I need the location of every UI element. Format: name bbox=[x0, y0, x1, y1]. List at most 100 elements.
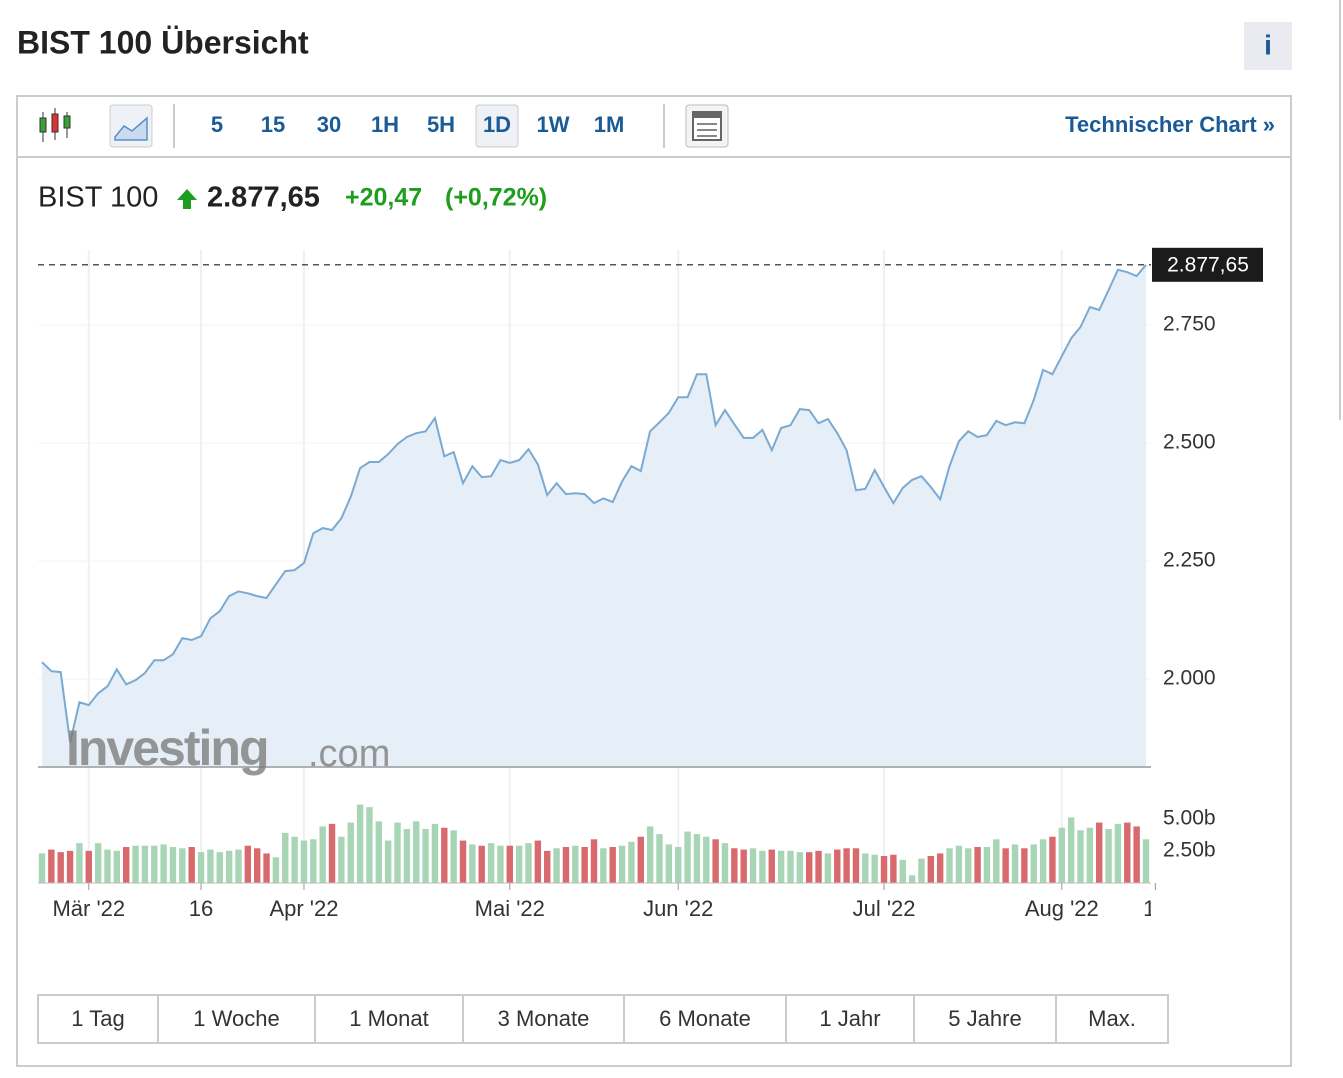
volume-bar bbox=[66, 850, 74, 883]
volume-bar bbox=[94, 843, 102, 883]
volume-bar bbox=[478, 845, 485, 883]
quote-change-pct: (+0,72%) bbox=[445, 184, 547, 212]
candle-body bbox=[51, 113, 59, 133]
volume-bar bbox=[777, 850, 785, 883]
volume-bar bbox=[48, 849, 55, 883]
volume-bar bbox=[1058, 827, 1065, 883]
volume-bar bbox=[936, 853, 944, 883]
volume-bar bbox=[197, 852, 205, 883]
range-button[interactable] bbox=[37, 994, 159, 1044]
volume-bar bbox=[123, 847, 130, 883]
selected-interval bbox=[475, 104, 519, 148]
quote-price: 2.877,65 bbox=[207, 182, 320, 214]
candle-body bbox=[39, 117, 47, 133]
interval-button[interactable]: 1H bbox=[371, 112, 399, 137]
volume-bar bbox=[291, 836, 298, 883]
volume-bar bbox=[459, 840, 467, 883]
volume-bar bbox=[1133, 826, 1140, 883]
volume-bar bbox=[768, 849, 775, 883]
technical-chart-link[interactable]: Technischer Chart » bbox=[1065, 112, 1275, 137]
range-button[interactable] bbox=[1055, 994, 1169, 1044]
volume-bar bbox=[609, 847, 616, 883]
volume-bar bbox=[581, 847, 588, 883]
interval-button[interactable]: 1M bbox=[594, 112, 625, 137]
info-button[interactable] bbox=[1244, 22, 1292, 70]
range-button[interactable] bbox=[462, 994, 625, 1044]
icon-bar bbox=[693, 112, 721, 118]
volume-bar bbox=[805, 852, 813, 883]
volume-bar bbox=[628, 841, 635, 883]
volume-bar bbox=[890, 854, 897, 883]
volume-bar bbox=[927, 856, 935, 883]
volume-bar bbox=[562, 847, 570, 883]
page-title: BIST 100 Übersicht bbox=[17, 24, 309, 60]
volume-bar bbox=[843, 848, 850, 883]
candle-body bbox=[63, 115, 71, 129]
interval-button[interactable]: 1W bbox=[537, 112, 570, 137]
volume-bar bbox=[328, 823, 336, 883]
volume-bar bbox=[394, 822, 401, 883]
range-label: Max. bbox=[1088, 1006, 1136, 1031]
volume-bar bbox=[1039, 839, 1047, 883]
range-button[interactable] bbox=[314, 994, 464, 1044]
volume-tick-label: 2.50b bbox=[1163, 838, 1216, 861]
volume-bar bbox=[253, 848, 261, 883]
volume-bar bbox=[441, 827, 448, 883]
interval-button[interactable]: 30 bbox=[317, 112, 341, 137]
volume-bar bbox=[796, 852, 804, 883]
volume-bar bbox=[160, 844, 167, 883]
volume-bar bbox=[749, 848, 757, 883]
range-button[interactable] bbox=[785, 994, 915, 1044]
volume-bar bbox=[1049, 836, 1056, 883]
volume-bar bbox=[450, 830, 457, 883]
volume-bar bbox=[918, 858, 925, 883]
line-chart-icon bbox=[114, 116, 148, 141]
candle-icon[interactable] bbox=[39, 108, 71, 142]
volume-bar bbox=[703, 836, 710, 883]
x-tick-label: Jun '22 bbox=[643, 896, 713, 921]
volume-bar bbox=[57, 852, 64, 883]
volume-bar bbox=[375, 821, 383, 883]
x-tick-label: Apr '22 bbox=[269, 896, 338, 921]
volume-bar bbox=[422, 829, 429, 883]
volume-bar bbox=[244, 845, 252, 883]
volume-bar bbox=[141, 845, 149, 883]
volume-bar bbox=[1114, 823, 1122, 883]
volume-bar bbox=[600, 848, 607, 883]
volume-bar bbox=[132, 845, 139, 883]
volume-bar bbox=[310, 839, 317, 883]
range-button[interactable] bbox=[623, 994, 787, 1044]
volume-bar bbox=[946, 848, 953, 883]
volume-bar bbox=[38, 853, 46, 883]
interval-button[interactable]: 5 bbox=[211, 112, 223, 137]
volume-bar bbox=[1067, 817, 1075, 883]
volume-bar bbox=[1142, 839, 1150, 883]
volume-bar bbox=[525, 843, 532, 883]
watermark-suffix: .com bbox=[308, 733, 390, 775]
interval-button[interactable]: 1D bbox=[483, 112, 511, 137]
x-tick-label: Mai '22 bbox=[475, 896, 545, 921]
volume-bar bbox=[384, 840, 392, 883]
volume-bar bbox=[272, 857, 280, 883]
range-label: 1 Tag bbox=[71, 1006, 124, 1031]
interval-button[interactable]: 5H bbox=[427, 112, 455, 137]
volume-tick-label: 5.00b bbox=[1163, 806, 1216, 829]
quote-name: BIST 100 bbox=[38, 182, 158, 214]
volume-bar bbox=[899, 859, 906, 883]
interval-button[interactable]: 15 bbox=[261, 112, 285, 137]
y-tick-label: 2.250 bbox=[1163, 549, 1216, 572]
price-line bbox=[41, 264, 1147, 743]
volume-bar bbox=[497, 845, 504, 883]
volume-bar bbox=[544, 850, 551, 883]
volume-bar bbox=[908, 875, 916, 883]
volume-bar bbox=[759, 850, 766, 883]
volume-bar bbox=[983, 847, 991, 883]
volume-bar bbox=[684, 831, 691, 883]
volume-bar bbox=[151, 845, 158, 883]
volume-bar bbox=[85, 850, 92, 883]
volume-bar bbox=[413, 821, 420, 883]
x-tick-label: 16 bbox=[1143, 896, 1167, 921]
volume-bar bbox=[880, 856, 888, 883]
range-button[interactable] bbox=[157, 994, 316, 1044]
